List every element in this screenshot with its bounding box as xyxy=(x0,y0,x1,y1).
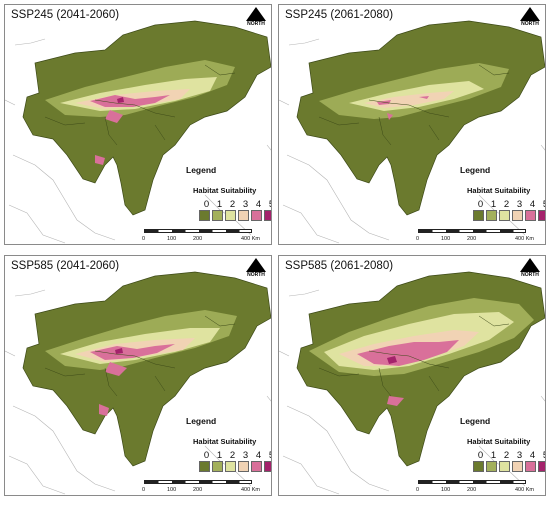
legend-swatch-3 xyxy=(238,210,249,221)
legend-label: 2 xyxy=(503,199,510,210)
legend-swatch-1 xyxy=(486,210,497,221)
legend-label: 3 xyxy=(516,450,523,461)
legend-title: Legend xyxy=(186,165,217,175)
legend-label: 2 xyxy=(229,199,236,210)
suitability-class-4 xyxy=(357,340,459,406)
legend-label: 1 xyxy=(490,450,497,461)
map-canvas xyxy=(5,20,271,244)
map-canvas xyxy=(279,20,545,244)
legend-label: 3 xyxy=(242,199,249,210)
map-panel-ssp245-2041-2060: SSP245 (2041-2060) NORTH Legend Habitat … xyxy=(4,4,272,245)
legend-swatch-1 xyxy=(486,461,497,472)
legend-label: 2 xyxy=(503,450,510,461)
map-panel-ssp245-2061-2080: SSP245 (2061-2080) NORTH Legend Habitat … xyxy=(278,4,546,245)
suitability-class-5 xyxy=(117,97,124,103)
legend-title: Legend xyxy=(460,165,491,175)
legend-swatch-0 xyxy=(199,210,210,221)
legend-title: Legend xyxy=(186,416,217,426)
legend-swatches xyxy=(199,461,271,472)
panel-title: SSP585 (2061-2080) xyxy=(285,260,394,272)
legend-swatch-4 xyxy=(251,461,262,472)
legend-label: 3 xyxy=(242,450,249,461)
scale-bar: 0 100 200 400 Km xyxy=(141,228,260,244)
suitability-class-4 xyxy=(90,95,170,165)
legend-swatches xyxy=(473,210,545,221)
map-canvas xyxy=(5,271,271,495)
legend-labels: 0 1 2 3 4 5 xyxy=(200,199,271,210)
legend-swatch-5 xyxy=(264,461,271,472)
legend-subtitle: Habitat Suitability xyxy=(193,186,257,195)
legend-swatch-3 xyxy=(512,210,523,221)
legend-labels: 0 1 2 3 4 5 xyxy=(200,450,271,461)
suitability-class-5 xyxy=(387,356,397,364)
north-arrow-icon: NORTH xyxy=(245,258,267,280)
map-panel-ssp585-2041-2060: SSP585 (2041-2060) NORTH Legend Habitat … xyxy=(4,255,272,496)
legend-label: 2 xyxy=(229,450,236,461)
suitability-class-4 xyxy=(90,344,175,416)
panel-title: SSP245 (2061-2080) xyxy=(285,9,394,21)
legend-labels: 0 1 2 3 4 5 xyxy=(474,450,545,461)
legend-swatch-3 xyxy=(238,461,249,472)
legend-swatch-5 xyxy=(538,461,545,472)
legend-label: 0 xyxy=(203,450,210,461)
legend-swatch-2 xyxy=(499,210,510,221)
panel-title: SSP585 (2041-2060) xyxy=(11,260,120,272)
suitability-class-4 xyxy=(377,96,429,120)
legend-swatch-1 xyxy=(212,210,223,221)
legend-label: 4 xyxy=(255,450,262,461)
legend-swatch-4 xyxy=(525,210,536,221)
legend-labels: 0 1 2 3 4 5 xyxy=(474,199,545,210)
legend-label: 4 xyxy=(529,199,536,210)
legend-swatch-4 xyxy=(251,210,262,221)
scale-bar: 0 100 200 400 Km xyxy=(141,479,260,495)
legend-label: 0 xyxy=(203,199,210,210)
map-panel-ssp585-2061-2080: SSP585 (2061-2080) NORTH Legend Habitat … xyxy=(278,255,546,496)
legend-label: 1 xyxy=(216,450,223,461)
legend-label: 0 xyxy=(477,450,484,461)
legend-swatch-0 xyxy=(199,461,210,472)
legend-swatches xyxy=(473,461,545,472)
legend-swatch-5 xyxy=(538,210,545,221)
legend-title: Legend xyxy=(460,416,491,426)
legend-swatch-3 xyxy=(512,461,523,472)
legend-swatch-0 xyxy=(473,210,484,221)
legend-swatch-4 xyxy=(525,461,536,472)
north-arrow-icon: NORTH xyxy=(519,258,541,280)
legend-label: 4 xyxy=(529,450,536,461)
legend-swatch-5 xyxy=(264,210,271,221)
legend-swatch-1 xyxy=(212,461,223,472)
legend-label: 5 xyxy=(539,450,545,461)
suitability-class-5 xyxy=(115,348,123,354)
legend-label: 1 xyxy=(216,199,223,210)
legend-label: 5 xyxy=(265,450,271,461)
legend-swatch-2 xyxy=(225,461,236,472)
panel-title: SSP245 (2041-2060) xyxy=(11,9,120,21)
scale-bar: 0 100 200 400 Km xyxy=(415,228,534,244)
legend-swatches xyxy=(199,210,271,221)
scale-bar: 0 100 200 400 Km xyxy=(415,479,534,495)
legend-label: 5 xyxy=(265,199,271,210)
legend-label: 5 xyxy=(539,199,545,210)
legend-swatch-0 xyxy=(473,461,484,472)
north-arrow-icon: NORTH xyxy=(245,7,267,29)
legend-subtitle: Habitat Suitability xyxy=(467,437,531,446)
legend-label: 4 xyxy=(255,199,262,210)
north-arrow-icon: NORTH xyxy=(519,7,541,29)
map-canvas xyxy=(279,271,545,495)
legend-swatch-2 xyxy=(499,461,510,472)
legend-label: 3 xyxy=(516,199,523,210)
legend-subtitle: Habitat Suitability xyxy=(467,186,531,195)
legend-swatch-2 xyxy=(225,210,236,221)
legend-label: 1 xyxy=(490,199,497,210)
legend-subtitle: Habitat Suitability xyxy=(193,437,257,446)
legend-label: 0 xyxy=(477,199,484,210)
